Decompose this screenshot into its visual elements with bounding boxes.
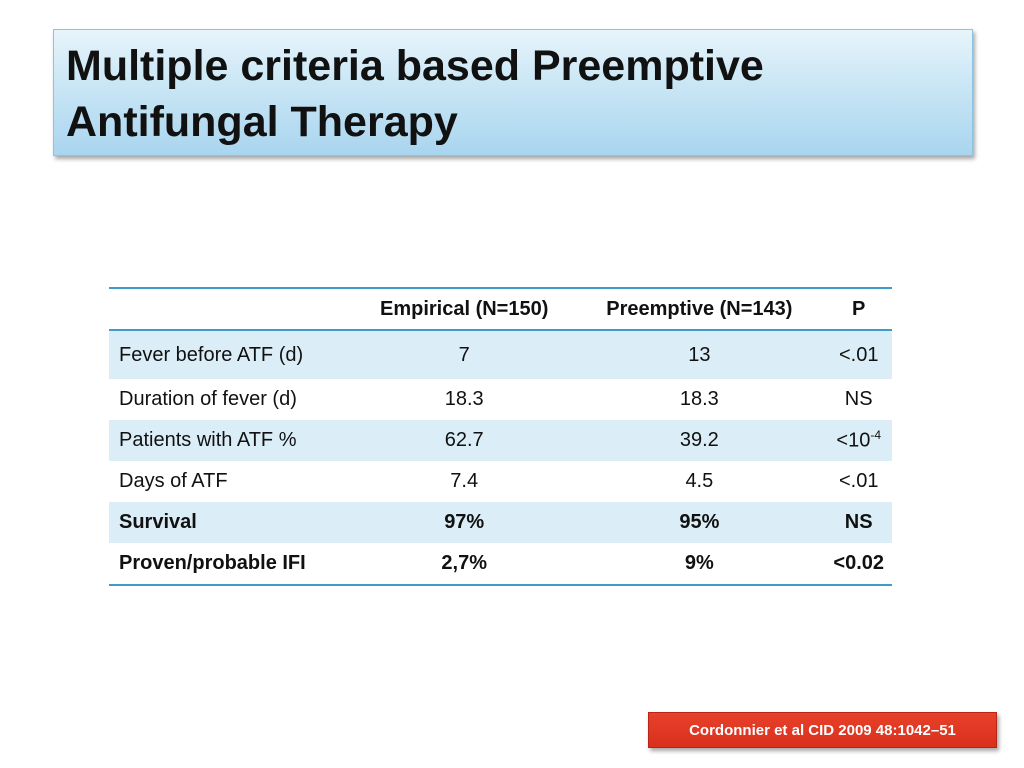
row-label: Duration of fever (d)	[119, 388, 297, 410]
preemptive-value: 39.2	[573, 420, 826, 461]
preemptive-value: 4.5	[685, 470, 714, 492]
row-label: Days of ATF	[119, 470, 228, 492]
table-row: Patients with ATF % 62.7 39.2 <10-4	[109, 420, 892, 461]
comparison-table: Empirical (N=150) Preemptive (N=143) P F…	[109, 287, 892, 586]
empirical-value: 7	[355, 330, 574, 379]
table-header-row: Empirical (N=150) Preemptive (N=143) P	[109, 287, 892, 331]
p-value-exponent: -4	[870, 428, 881, 443]
title-line-1: Multiple criteria based Preemptive	[66, 42, 764, 90]
table-row: Days of ATF 7.4 4.5 <.01	[109, 461, 892, 502]
p-value-cell: <10-4	[825, 420, 892, 461]
preemptive-value: 18.3	[679, 388, 719, 410]
header-empty	[109, 287, 356, 331]
header-preemptive: Preemptive (N=143)	[573, 287, 826, 331]
table-row: Fever before ATF (d) 7 13 <.01	[109, 330, 892, 379]
preemptive-value: 9%	[573, 543, 826, 586]
row-label: Survival	[109, 502, 356, 543]
table-row: Duration of fever (d) 18.3 18.3 NS	[109, 379, 892, 420]
row-label: Proven/probable IFI	[109, 543, 356, 586]
preemptive-value: 95%	[573, 502, 826, 543]
table-row: Survival 97% 95% NS	[109, 502, 892, 543]
empirical-value: 97%	[355, 502, 574, 543]
empirical-value: 2,7%	[355, 543, 574, 586]
p-value: <.01	[825, 330, 892, 379]
row-label: Patients with ATF %	[109, 420, 356, 461]
p-value: NS	[825, 502, 892, 543]
row-label: Fever before ATF (d)	[109, 330, 356, 379]
p-value: <10	[836, 429, 871, 452]
table-row: Proven/probable IFI 2,7% 9% <0.02	[109, 543, 892, 586]
slide-title: Multiple criteria based Preemptive Antif…	[66, 38, 960, 150]
preemptive-value: 13	[573, 330, 826, 379]
citation-text: Cordonnier et al CID 2009 48:1042–51	[689, 721, 956, 739]
empirical-value: 7.4	[450, 470, 479, 492]
header-empirical: Empirical (N=150)	[355, 287, 574, 331]
title-banner: Multiple criteria based Preemptive Antif…	[53, 29, 973, 156]
p-value: <0.02	[825, 543, 892, 586]
empirical-value: 18.3	[444, 388, 484, 410]
header-p: P	[825, 287, 892, 331]
empirical-value: 62.7	[355, 420, 574, 461]
citation-badge: Cordonnier et al CID 2009 48:1042–51	[648, 712, 997, 748]
p-value: <.01	[838, 470, 879, 492]
p-value: NS	[844, 388, 873, 410]
title-line-2: Antifungal Therapy	[66, 98, 458, 146]
